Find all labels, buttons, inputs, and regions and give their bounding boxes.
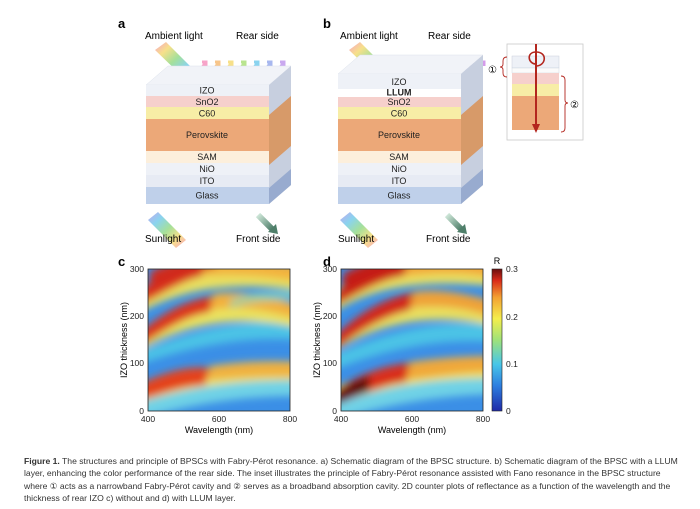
sunlight-beam-icon — [340, 212, 378, 248]
y-tick-label: 0 — [139, 406, 144, 416]
layer-sno2 — [338, 97, 461, 107]
layer-label: ITO — [392, 176, 407, 186]
caption-label: Figure 1. — [24, 456, 60, 466]
panel-a-letter: a — [118, 16, 126, 31]
layer-label: SnO2 — [387, 97, 410, 107]
panel-a-ambient-label: Ambient light — [145, 31, 203, 42]
panel-b-rear-label: Rear side — [428, 31, 471, 42]
inset-marker-2: ② — [570, 100, 579, 111]
layer-label: ITO — [200, 176, 215, 186]
layer-label: Perovskite — [186, 130, 228, 140]
layer-label: IZO — [200, 86, 215, 96]
layer-glass — [338, 187, 461, 204]
caption-text: The structures and principle of BPSCs wi… — [24, 456, 678, 504]
layer-llum — [338, 89, 461, 97]
x-axis-label: Wavelength (nm) — [185, 425, 253, 435]
y-tick-label: 0 — [332, 406, 337, 416]
y-tick-label: 300 — [130, 264, 144, 274]
layer-label: NiO — [391, 164, 407, 174]
colorbar-tick-label: 0.1 — [506, 359, 518, 369]
colorbar-tick-label: 0.2 — [506, 312, 518, 322]
layer-label: NiO — [199, 164, 215, 174]
panel-b-schematic: b Ambient light Rear side IZO LLUM — [323, 16, 486, 248]
layer-label: Glass — [387, 191, 411, 201]
panel-c-letter: c — [118, 254, 125, 269]
layer-label: IZO — [392, 77, 407, 87]
panel-a-schematic: a Ambient light Rear side IZO — [118, 16, 292, 248]
layer-sam — [338, 151, 461, 163]
layer-perovskite — [338, 119, 461, 151]
x-tick-label: 400 — [141, 414, 155, 424]
x-tick-label: 600 — [212, 414, 226, 424]
resonance-loop-icon — [528, 51, 546, 67]
layer-c60 — [338, 107, 461, 119]
panel-a-sunlight-label: Sunlight — [145, 234, 181, 245]
y-axis-label: IZO thickness (nm) — [119, 302, 129, 378]
panel-a-front-label: Front side — [236, 234, 281, 245]
layer-izo — [146, 85, 269, 96]
front-side-arrow-icon — [444, 212, 464, 232]
x-tick-label: 800 — [283, 414, 297, 424]
layer-ito — [338, 175, 461, 187]
front-side-arrow-icon — [255, 212, 275, 232]
inset-marker-1: ① — [488, 65, 497, 76]
panel-b-letter: b — [323, 16, 331, 31]
layer-nio — [146, 163, 269, 175]
layer-label: C60 — [199, 109, 216, 119]
layer-label: LLUM — [387, 88, 412, 98]
panel-d-heatmap: d 0 100 200 300 — [312, 254, 518, 435]
x-tick-label: 600 — [405, 414, 419, 424]
layer-izo — [338, 74, 461, 89]
colorbar: R 0 0.1 0.2 0.3 — [491, 256, 518, 416]
x-tick-label: 400 — [334, 414, 348, 424]
colorbar-tick-label: 0 — [506, 406, 511, 416]
y-tick-label: 100 — [130, 358, 144, 368]
layer-label: SnO2 — [195, 97, 218, 107]
x-axis-label: Wavelength (nm) — [378, 425, 446, 435]
colorbar-tick-label: 0.3 — [506, 264, 518, 274]
layer-label: Perovskite — [378, 130, 420, 140]
layer-nio — [338, 163, 461, 175]
colorbar-label: R — [494, 256, 501, 266]
layer-label: SAM — [389, 152, 409, 162]
panel-c-heatmap: c 0 100 200 300 — [118, 254, 297, 435]
layer-sam — [146, 151, 269, 163]
fabry-perot-inset: ① ② — [488, 43, 584, 141]
panel-b-sunlight-label: Sunlight — [338, 234, 374, 245]
layer-c60 — [146, 107, 269, 119]
y-tick-label: 100 — [323, 358, 337, 368]
y-tick-label: 200 — [130, 311, 144, 321]
y-axis-label: IZO thickness (nm) — [312, 302, 322, 378]
layer-glass — [146, 187, 269, 204]
layer-perovskite — [146, 119, 269, 151]
layer-sno2 — [146, 96, 269, 107]
panel-b-front-label: Front side — [426, 234, 471, 245]
sunlight-beam-icon — [148, 212, 186, 248]
figure-caption: Figure 1. The structures and principle o… — [24, 455, 679, 505]
panel-b-ambient-label: Ambient light — [340, 31, 398, 42]
layer-label: C60 — [391, 109, 408, 119]
panel-a-rear-label: Rear side — [236, 31, 279, 42]
y-tick-label: 300 — [323, 264, 337, 274]
layer-ito — [146, 175, 269, 187]
panel-d-letter: d — [323, 254, 331, 269]
y-tick-label: 200 — [323, 311, 337, 321]
x-tick-label: 800 — [476, 414, 490, 424]
layer-label: SAM — [197, 152, 217, 162]
layer-label: Glass — [195, 191, 219, 201]
